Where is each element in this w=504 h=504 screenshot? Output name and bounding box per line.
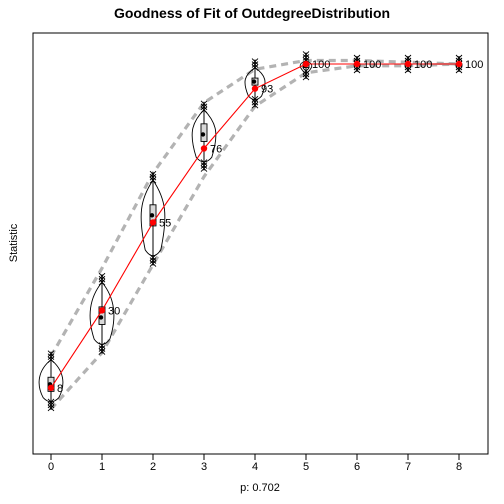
observed-point bbox=[98, 307, 106, 314]
x-tick-label: 2 bbox=[150, 461, 156, 473]
band-lower-line bbox=[49, 62, 460, 411]
outlier-marker bbox=[200, 103, 208, 111]
outlier-marker bbox=[251, 61, 259, 68]
simulation-bands bbox=[49, 58, 460, 411]
outlier-marker bbox=[98, 342, 106, 349]
observed-point bbox=[302, 60, 310, 68]
outlier-marker bbox=[200, 100, 208, 108]
outlier-marker bbox=[149, 176, 157, 184]
point-label: 30 bbox=[108, 305, 120, 317]
observed-point bbox=[455, 60, 463, 68]
outlier-marker bbox=[47, 353, 55, 360]
outlier-marker bbox=[251, 95, 259, 103]
median-dot bbox=[200, 132, 206, 137]
violin-plots bbox=[38, 51, 463, 412]
x-tick-label: 4 bbox=[252, 461, 258, 473]
outlier-marker bbox=[251, 64, 259, 71]
outlier-marker bbox=[302, 54, 310, 61]
point-label: 100 bbox=[363, 59, 381, 71]
outlier-marker bbox=[251, 101, 259, 109]
observed-point bbox=[149, 219, 157, 226]
point-labels: 8 30 55 76 93 100 100 100 100 bbox=[57, 59, 483, 395]
outlier-marker bbox=[149, 254, 157, 261]
point-label: 100 bbox=[312, 59, 330, 71]
x-axis: 0 1 2 3 4 5 6 7 8 bbox=[48, 454, 462, 473]
outlier-marker bbox=[149, 173, 157, 181]
outlier-marker bbox=[98, 275, 106, 283]
outlier-marker bbox=[302, 73, 310, 81]
x-tick-label: 1 bbox=[99, 461, 105, 473]
outlier-marker bbox=[98, 272, 106, 280]
observed-point bbox=[404, 60, 412, 68]
outlier-marker bbox=[149, 260, 157, 267]
outlier-marker bbox=[302, 67, 310, 75]
x-tick-label: 3 bbox=[201, 461, 207, 473]
observed-point bbox=[200, 145, 208, 152]
plot-frame bbox=[32, 32, 489, 455]
outlier-marker bbox=[200, 106, 208, 114]
observed-series bbox=[47, 60, 463, 392]
outlier-marker bbox=[200, 162, 208, 169]
point-label: 93 bbox=[261, 84, 273, 96]
outlier-marker bbox=[251, 58, 259, 65]
outlier-marker bbox=[98, 348, 106, 355]
point-label: 100 bbox=[465, 59, 483, 71]
outlier-marker bbox=[200, 165, 208, 172]
outlier-marker bbox=[47, 350, 55, 357]
outlier-marker bbox=[404, 54, 412, 62]
outlier-marker bbox=[251, 98, 259, 106]
observed-point bbox=[353, 60, 361, 68]
outlier-marker bbox=[353, 66, 361, 74]
median-dot bbox=[98, 315, 104, 320]
x-tick-label: 8 bbox=[456, 461, 462, 473]
outlier-marker bbox=[98, 278, 106, 286]
outlier-marker bbox=[353, 54, 361, 62]
point-label: 100 bbox=[414, 59, 432, 71]
outlier-marker bbox=[98, 345, 106, 352]
median-dot bbox=[149, 213, 155, 218]
chart-title: Goodness of Fit of OutdegreeDistribution bbox=[114, 5, 390, 21]
x-tick-label: 5 bbox=[303, 461, 309, 473]
outlier-marker bbox=[200, 159, 208, 166]
outlier-marker bbox=[47, 404, 55, 412]
observed-point bbox=[47, 384, 55, 392]
band-upper-line bbox=[49, 58, 460, 357]
x-tick-label: 6 bbox=[354, 461, 360, 473]
outlier-marker bbox=[404, 66, 412, 74]
outlier-marker bbox=[149, 170, 157, 178]
outlier-marker bbox=[47, 398, 55, 406]
outlier-marker bbox=[149, 257, 157, 264]
outlier-marker bbox=[302, 51, 310, 58]
x-tick-label: 7 bbox=[405, 461, 411, 473]
x-axis-label: p: 0.702 bbox=[240, 482, 280, 494]
point-label: 8 bbox=[57, 383, 63, 395]
y-axis-label: Statistic bbox=[8, 223, 20, 262]
outlier-marker bbox=[455, 66, 463, 74]
observed-line bbox=[50, 63, 459, 389]
outlier-marker bbox=[47, 356, 55, 363]
median-dot bbox=[251, 79, 257, 84]
point-label: 55 bbox=[159, 217, 171, 229]
outlier-marker bbox=[47, 401, 55, 409]
outlier-marker bbox=[302, 70, 310, 78]
x-tick-label: 0 bbox=[48, 461, 54, 473]
observed-point bbox=[251, 85, 259, 92]
point-label: 76 bbox=[210, 143, 222, 155]
outlier-marker bbox=[455, 54, 463, 62]
